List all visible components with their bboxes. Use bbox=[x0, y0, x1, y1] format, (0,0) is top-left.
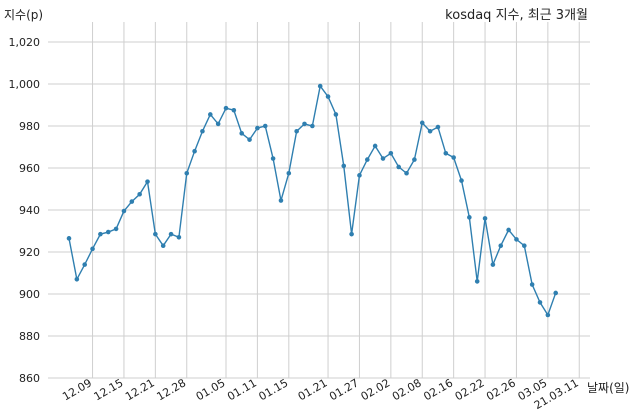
data-point bbox=[160, 243, 166, 248]
data-point bbox=[388, 151, 394, 156]
chart-title: kosdaq 지수, 최근 3개월 bbox=[445, 8, 588, 23]
x-tick-label: 12.21 bbox=[123, 376, 157, 403]
x-tick-label: 02.02 bbox=[359, 376, 393, 403]
data-point bbox=[223, 105, 229, 111]
data-point bbox=[208, 112, 213, 117]
data-point bbox=[286, 170, 292, 176]
y-tick-label: 1,000 bbox=[9, 78, 41, 91]
data-point bbox=[412, 157, 417, 162]
x-tick-label: 01.11 bbox=[225, 376, 259, 403]
data-point bbox=[215, 121, 221, 127]
data-point bbox=[270, 156, 276, 161]
data-point bbox=[553, 290, 558, 296]
data-point bbox=[451, 155, 456, 160]
x-tick-label: 12.28 bbox=[154, 376, 188, 403]
y-tick-label: 900 bbox=[19, 288, 40, 301]
data-point bbox=[231, 107, 237, 113]
data-point bbox=[380, 156, 386, 161]
y-tick-labels: 860 880 900 920 940 960 980 1,000 1,020 bbox=[9, 36, 41, 385]
data-point bbox=[357, 173, 362, 178]
x-tick-label: 01.27 bbox=[327, 376, 361, 403]
x-tick-label: 01.15 bbox=[257, 376, 291, 403]
data-point bbox=[506, 227, 511, 233]
data-point bbox=[522, 243, 527, 248]
data-point bbox=[82, 262, 87, 267]
series-line bbox=[68, 84, 557, 317]
data-point bbox=[396, 164, 402, 170]
data-point bbox=[153, 231, 158, 237]
x-tick-label: 12.15 bbox=[92, 376, 126, 403]
data-point bbox=[325, 94, 331, 99]
x-axis-label: 날짜(일) bbox=[587, 381, 629, 395]
data-point bbox=[145, 179, 150, 184]
y-tick-label: 920 bbox=[19, 246, 40, 259]
data-point bbox=[74, 277, 80, 282]
data-point bbox=[113, 226, 119, 232]
data-point bbox=[310, 123, 315, 129]
data-point bbox=[294, 128, 299, 134]
x-tick-label: 12.09 bbox=[60, 376, 94, 403]
data-point bbox=[176, 235, 182, 240]
data-point bbox=[317, 83, 323, 89]
data-point bbox=[90, 246, 95, 252]
data-point bbox=[474, 279, 480, 284]
y-tick-label: 960 bbox=[19, 162, 40, 175]
data-point bbox=[262, 123, 268, 129]
data-point bbox=[443, 151, 449, 156]
y-axis-label: 지수(p) bbox=[4, 8, 43, 22]
data-point bbox=[404, 170, 409, 176]
data-point bbox=[482, 216, 488, 221]
y-tick-label: 880 bbox=[19, 330, 40, 343]
y-tick-label: 940 bbox=[19, 204, 40, 217]
x-tick-label: 01.21 bbox=[296, 376, 330, 403]
data-point bbox=[498, 243, 504, 248]
data-point bbox=[98, 231, 103, 237]
data-point bbox=[490, 262, 496, 267]
data-point bbox=[105, 229, 111, 235]
data-point bbox=[341, 163, 347, 169]
data-point bbox=[349, 231, 354, 237]
x-tick-label: 02.08 bbox=[390, 376, 424, 403]
data-point bbox=[537, 300, 543, 305]
data-point bbox=[459, 178, 464, 183]
y-tick-label: 1,020 bbox=[9, 36, 41, 49]
data-point bbox=[129, 199, 135, 204]
x-tick-label: 02.26 bbox=[484, 376, 518, 403]
data-point bbox=[419, 120, 425, 126]
data-point bbox=[514, 237, 519, 242]
series-points bbox=[66, 83, 558, 318]
data-point bbox=[192, 148, 197, 154]
data-point bbox=[137, 191, 142, 197]
y-tick-label: 860 bbox=[19, 372, 40, 385]
data-point bbox=[255, 125, 260, 131]
x-tick-label: 02.22 bbox=[453, 376, 487, 403]
data-point bbox=[435, 124, 441, 130]
data-point bbox=[247, 137, 252, 142]
x-tick-label: 02.16 bbox=[421, 376, 455, 403]
data-point bbox=[545, 312, 551, 318]
y-tick-label: 980 bbox=[19, 120, 40, 133]
data-point bbox=[278, 198, 284, 203]
data-point bbox=[200, 128, 205, 134]
data-point bbox=[239, 131, 244, 136]
data-point bbox=[427, 128, 433, 134]
data-point bbox=[529, 282, 535, 287]
data-point bbox=[467, 215, 472, 220]
data-point bbox=[333, 112, 339, 117]
x-tick-label: 01.05 bbox=[194, 376, 228, 403]
grid bbox=[48, 22, 590, 379]
data-point bbox=[121, 208, 127, 214]
data-point bbox=[66, 236, 72, 241]
data-point bbox=[302, 121, 307, 127]
data-point bbox=[372, 143, 378, 149]
data-point bbox=[365, 157, 370, 162]
data-point bbox=[184, 170, 190, 176]
data-point bbox=[168, 231, 174, 237]
